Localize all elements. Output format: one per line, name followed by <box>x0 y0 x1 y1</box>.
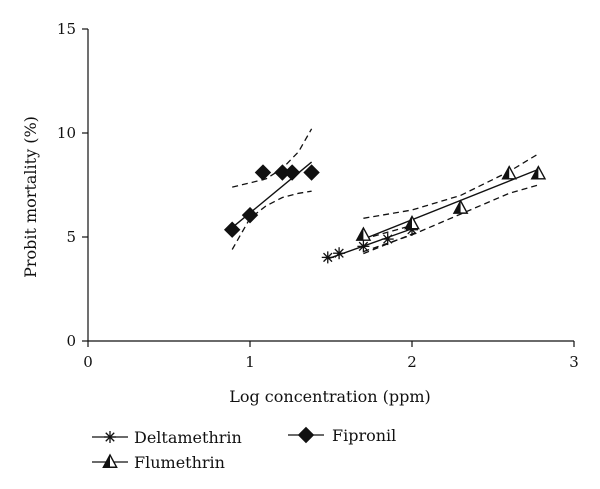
deltamethrin-data-point <box>333 247 346 260</box>
fipronil-lower-ci-line <box>231 190 312 250</box>
diamond-shape <box>303 164 320 181</box>
legend-label: Deltamethrin <box>134 428 242 447</box>
flumethrin-regression-line <box>363 168 539 240</box>
y-tick-label: 15 <box>57 20 76 38</box>
legend-item-fipronil: Fipronil <box>288 426 396 445</box>
asterisk-stroke <box>323 252 333 263</box>
legend: Deltamethrin Flumethrin Fipronil <box>92 426 396 472</box>
legend-label: Flumethrin <box>134 453 225 472</box>
series-fipronil <box>223 128 320 250</box>
triangle-half-fill <box>103 455 110 468</box>
x-tick-label: 2 <box>407 353 417 371</box>
fipronil-upper-ci-line <box>232 128 313 188</box>
x-tick-label: 3 <box>569 353 579 371</box>
axes: 0 5 10 15 0 1 2 3 <box>57 20 579 371</box>
fipronil-data-point <box>254 164 272 181</box>
x-axis-title: Log concentration (ppm) <box>229 387 431 406</box>
triangle-half-fill <box>502 166 510 179</box>
plot-area <box>223 128 547 264</box>
fipronil-data-point <box>241 206 259 224</box>
x-tick-label: 0 <box>83 353 93 371</box>
asterisk-stroke <box>382 234 393 244</box>
asterisk-stroke <box>358 241 369 252</box>
diamond-shape <box>223 221 241 238</box>
fipronil-data-point <box>283 164 301 181</box>
flumethrin-lower-ci-line <box>363 184 539 253</box>
asterisk-stroke <box>334 248 344 258</box>
series-deltamethrin <box>321 223 418 264</box>
diamond-shape <box>283 164 301 181</box>
legend-item-deltamethrin: Deltamethrin <box>92 428 242 447</box>
deltamethrin-data-point <box>357 240 370 253</box>
fipronil-data-point <box>223 221 241 238</box>
legend-label: Fipronil <box>332 426 396 445</box>
legend-item-flumethrin: Flumethrin <box>92 453 225 472</box>
deltamethrin-data-point <box>321 251 334 264</box>
triangle-half-fill <box>531 166 539 179</box>
y-axis-title: Probit mortality (%) <box>21 116 40 278</box>
flumethrin-upper-ci-line <box>363 153 539 219</box>
triangle-half-fill <box>453 200 461 214</box>
legend-marker-open-triangle-icon <box>102 453 118 468</box>
flumethrin-data-point <box>452 199 469 214</box>
y-tick-label: 5 <box>66 228 76 246</box>
triangle-half-fill <box>405 216 412 229</box>
diamond-shape <box>297 426 315 444</box>
fipronil-data-point <box>303 164 320 181</box>
series-flumethrin <box>355 153 547 253</box>
x-tick-label: 1 <box>245 353 255 371</box>
triangle-half-fill <box>356 227 364 241</box>
flumethrin-data-point <box>404 215 420 230</box>
diamond-shape <box>241 206 259 224</box>
y-tick-label: 0 <box>66 332 76 350</box>
y-tick-label: 10 <box>57 124 76 142</box>
legend-marker-asterisk-icon <box>104 431 116 443</box>
diamond-shape <box>254 164 272 181</box>
flumethrin-data-point <box>501 165 518 180</box>
flumethrin-data-point <box>530 165 547 180</box>
asterisk-stroke <box>105 432 115 442</box>
flumethrin-data-point <box>355 226 372 241</box>
legend-marker-filled-diamond-icon <box>297 426 315 444</box>
